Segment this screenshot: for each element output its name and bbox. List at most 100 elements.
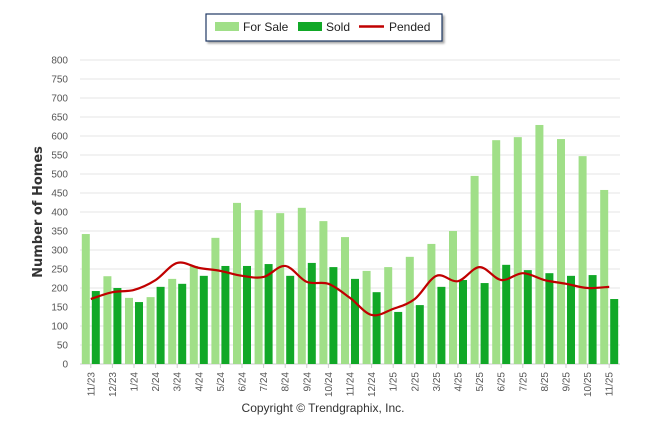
bar-sold-3-24 <box>178 283 187 364</box>
x-tick-label-7-24: 7/24 <box>259 372 270 392</box>
bar-sold-9-24 <box>307 262 316 364</box>
x-tick-label-7-25: 7/25 <box>518 372 529 392</box>
x-tick-label-8-24: 8/24 <box>281 372 292 392</box>
legend-label-pended: Pended <box>389 20 430 34</box>
bar-sold-11-24 <box>351 278 359 364</box>
x-tick-label-12-23: 12/23 <box>108 372 119 397</box>
gridlines <box>80 59 620 365</box>
copyright-text: Copyright © Trendgraphix, Inc. <box>241 401 405 415</box>
legend-swatch-sold <box>298 22 322 31</box>
bar-for-sale-8-24 <box>276 213 285 364</box>
y-tick-label-150: 150 <box>51 303 68 314</box>
x-tick-label-11-23: 11/23 <box>86 372 97 397</box>
x-tick-label-4-25: 4/25 <box>454 372 465 392</box>
bars <box>81 124 619 364</box>
y-tick-label-800: 800 <box>51 56 68 67</box>
legend-label-for-sale: For Sale <box>243 20 289 34</box>
bar-for-sale-1-25 <box>384 267 393 364</box>
y-tick-label-750: 750 <box>51 75 68 86</box>
pended-line-group <box>90 261 610 317</box>
x-tick-label-11-25: 11/25 <box>605 372 616 397</box>
bar-sold-7-24 <box>264 264 273 364</box>
bar-sold-11-25 <box>610 299 619 364</box>
bar-for-sale-9-25 <box>557 139 565 364</box>
bar-for-sale-3-24 <box>168 278 177 364</box>
bar-for-sale-12-24 <box>362 270 371 364</box>
bar-sold-2-24 <box>156 286 165 364</box>
legend-label-sold: Sold <box>326 20 350 34</box>
bar-sold-1-24 <box>135 302 143 364</box>
y-axis-title: Number of Homes <box>31 146 46 278</box>
y-tick-label-500: 500 <box>51 170 68 181</box>
x-tick-label-5-24: 5/24 <box>216 372 227 392</box>
y-tick-label-550: 550 <box>51 151 68 162</box>
bar-sold-5-24 <box>221 265 230 364</box>
bar-for-sale-7-25 <box>513 137 522 364</box>
bar-for-sale-3-25 <box>427 243 436 364</box>
bar-for-sale-6-25 <box>492 140 501 364</box>
bar-sold-10-25 <box>588 275 597 364</box>
bar-for-sale-8-25 <box>535 124 544 364</box>
x-axis-ticks: 11/23 12/23 1/24 2/24 3/24 4/24 5/24 6/24 7/24 8/… <box>86 364 616 397</box>
y-tick-label-200: 200 <box>51 284 68 295</box>
bar-sold-8-25 <box>545 273 554 364</box>
y-tick-label-400: 400 <box>51 208 68 219</box>
bar-for-sale-2-24 <box>146 297 155 364</box>
x-tick-label-6-24: 6/24 <box>238 372 249 392</box>
bar-sold-2-25 <box>415 305 424 364</box>
y-tick-label-450: 450 <box>51 189 68 200</box>
bar-for-sale-12-23 <box>103 276 112 364</box>
y-axis-ticks: 0 50 100 150 200 250 300 350 400 450 500 550 600 650 7… <box>51 56 68 371</box>
legend: For Sale Sold Pended <box>205 13 443 42</box>
bar-sold-5-25 <box>480 283 489 364</box>
bar-for-sale-11-24 <box>341 237 349 364</box>
bar-for-sale-11-25 <box>600 189 609 364</box>
x-tick-label-11-24: 11/24 <box>346 372 357 397</box>
bar-for-sale-6-24 <box>233 202 241 364</box>
bar-for-sale-9-24 <box>297 207 306 364</box>
x-tick-label-8-25: 8/25 <box>540 372 551 392</box>
y-tick-label-0: 0 <box>62 360 68 371</box>
bar-sold-6-25 <box>502 264 511 364</box>
legend-swatch-for-sale <box>215 22 239 31</box>
bar-sold-12-24 <box>372 292 381 364</box>
bar-sold-6-24 <box>243 265 251 364</box>
bar-sold-9-25 <box>567 275 575 364</box>
bar-sold-7-25 <box>523 270 532 364</box>
bar-sold-11-23 <box>91 291 100 364</box>
y-tick-label-700: 700 <box>51 94 68 105</box>
x-tick-label-3-24: 3/24 <box>173 372 184 392</box>
bar-sold-1-25 <box>394 311 403 364</box>
bar-for-sale-4-25 <box>449 231 457 364</box>
y-tick-label-100: 100 <box>51 322 68 333</box>
x-tick-label-3-25: 3/25 <box>432 372 443 392</box>
x-tick-label-9-24: 9/24 <box>302 372 313 392</box>
bar-for-sale-10-24 <box>319 221 328 364</box>
bar-sold-3-25 <box>437 286 446 364</box>
x-tick-label-10-24: 10/24 <box>324 372 335 397</box>
bar-for-sale-7-24 <box>254 210 263 364</box>
x-tick-label-9-25: 9/25 <box>562 372 573 392</box>
bar-sold-12-23 <box>113 288 122 364</box>
bar-for-sale-10-25 <box>578 156 587 364</box>
x-tick-label-10-25: 10/25 <box>583 372 594 397</box>
bar-for-sale-2-25 <box>405 256 414 364</box>
y-tick-label-50: 50 <box>57 341 69 352</box>
x-tick-label-1-25: 1/25 <box>389 372 400 392</box>
bar-for-sale-11-23 <box>81 234 90 364</box>
x-tick-label-1-24: 1/24 <box>130 372 141 392</box>
x-tick-label-5-25: 5/25 <box>475 372 486 392</box>
x-tick-label-4-24: 4/24 <box>194 372 205 392</box>
y-tick-label-600: 600 <box>51 132 68 143</box>
bar-sold-10-24 <box>329 267 338 364</box>
y-tick-label-350: 350 <box>51 227 68 238</box>
bar-sold-4-24 <box>199 275 208 364</box>
x-tick-label-2-25: 2/25 <box>410 372 421 392</box>
y-tick-label-300: 300 <box>51 246 68 257</box>
x-tick-label-2-24: 2/24 <box>151 372 162 392</box>
y-tick-label-250: 250 <box>51 265 68 276</box>
bar-sold-4-25 <box>459 280 467 364</box>
bar-sold-8-24 <box>286 275 295 364</box>
legend-box <box>205 13 443 42</box>
